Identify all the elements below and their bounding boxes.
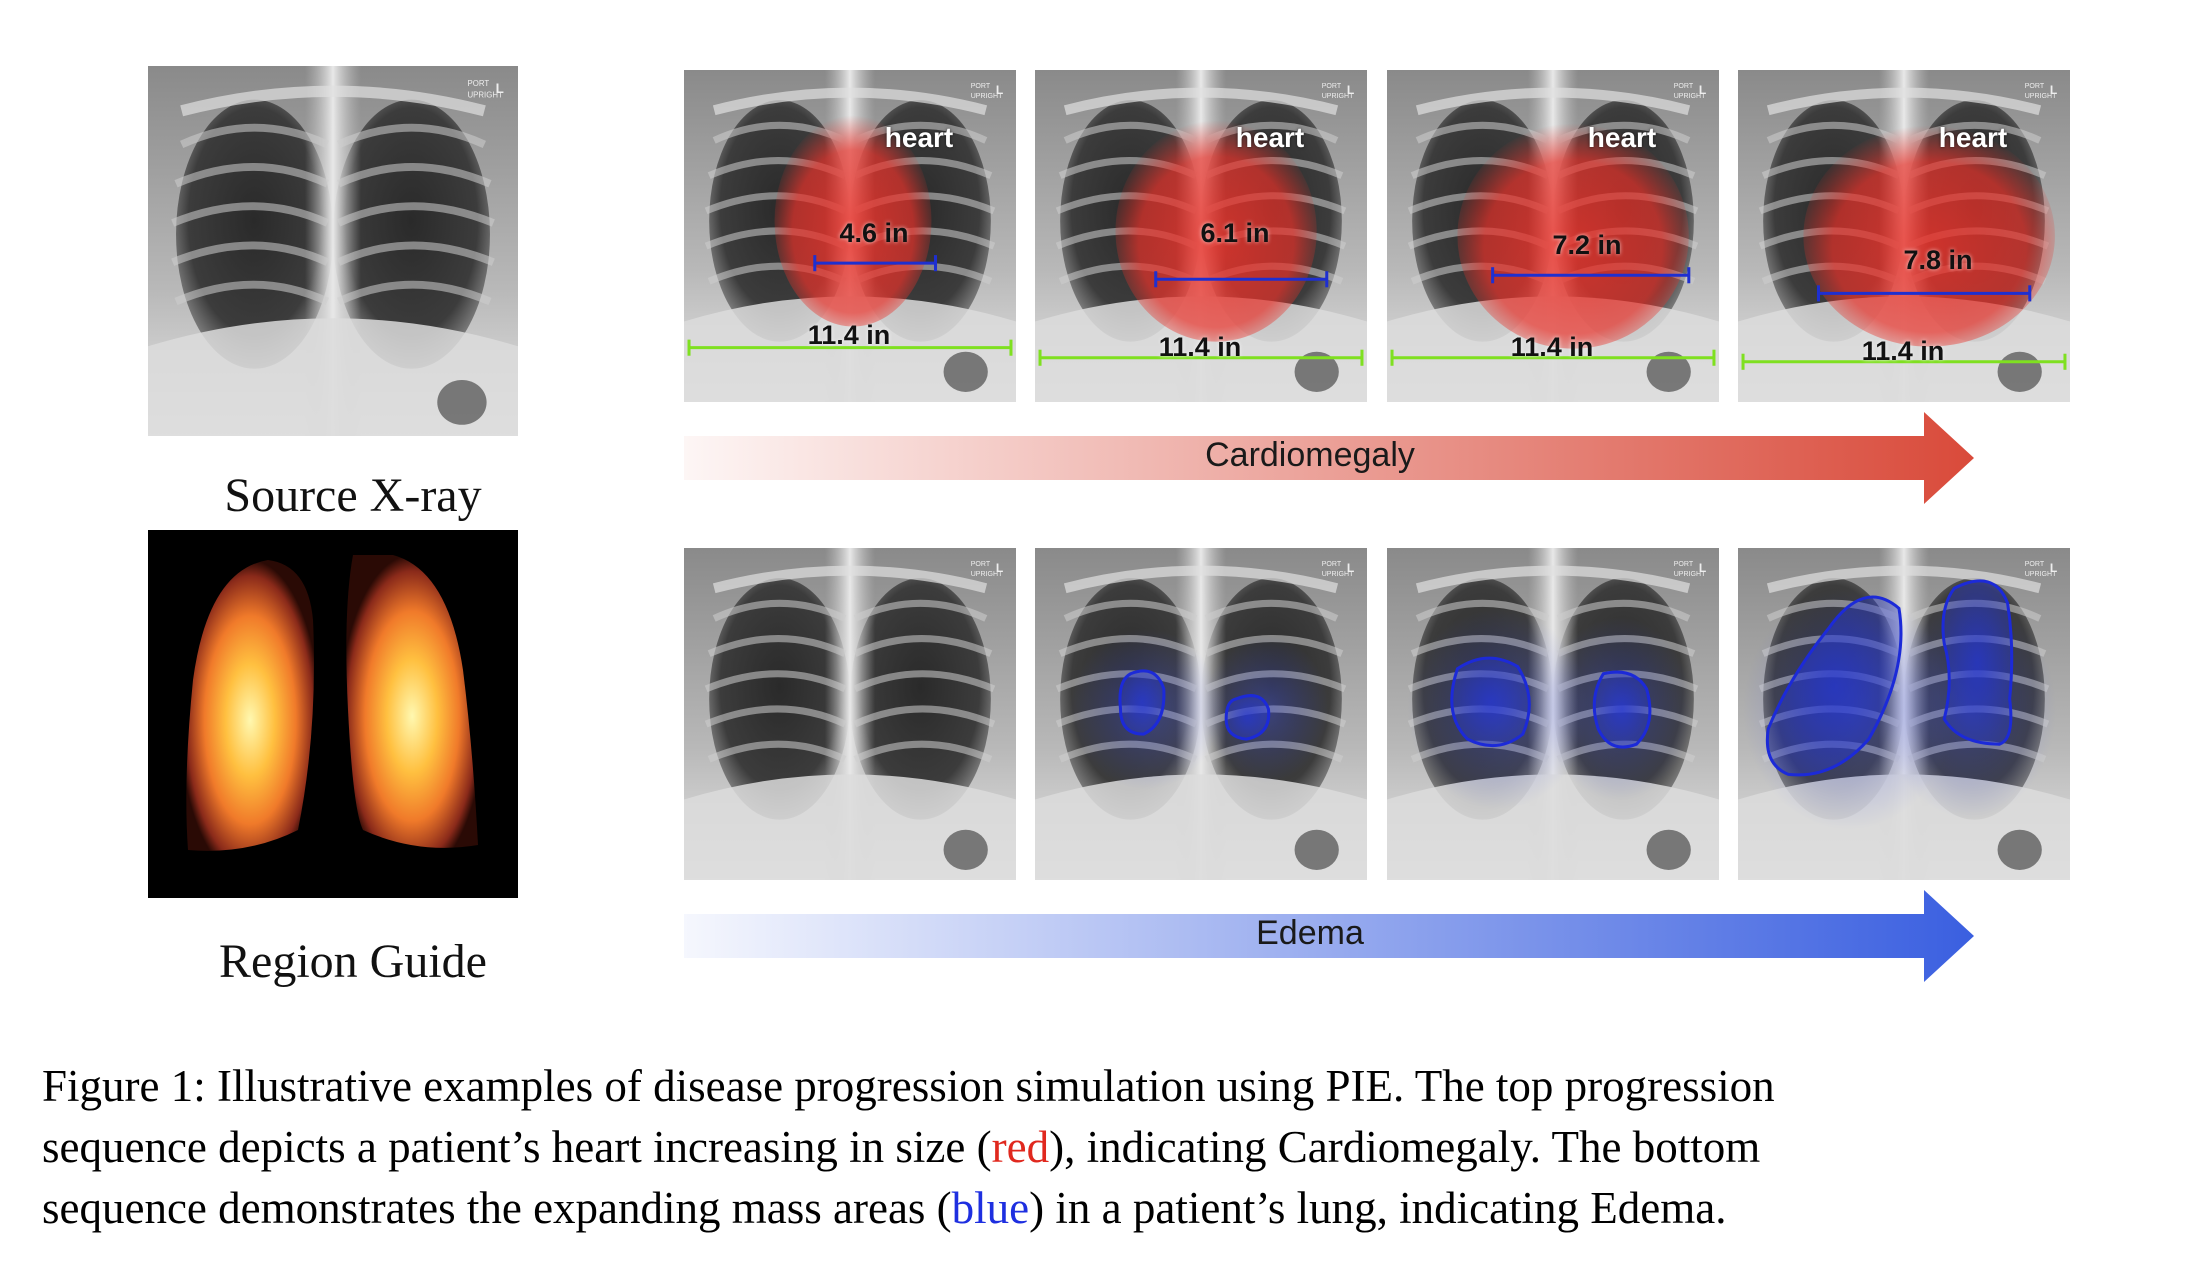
edema-label: Edema xyxy=(1256,914,1364,952)
cardiomegaly-arrow xyxy=(684,412,1974,504)
edema-frame xyxy=(1387,548,1719,880)
heart-region xyxy=(1803,125,2055,347)
chest-width-label: 11.4 in xyxy=(1158,332,1242,362)
edema-mass-outline xyxy=(1592,670,1652,749)
chest-width-bar xyxy=(687,339,1013,356)
heart-label: heart xyxy=(1587,122,1657,153)
caption-text: sequence demonstrates the expanding mass… xyxy=(42,1183,952,1233)
figure-caption: Figure 1: Illustrative examples of disea… xyxy=(42,1056,2182,1239)
caption-line-1: Figure 1: Illustrative examples of disea… xyxy=(42,1061,1775,1111)
heart-region xyxy=(774,115,932,327)
region-guide-image xyxy=(148,530,518,898)
cardiomegaly-frame: heart 7.2 in 11.4 in xyxy=(1387,70,1719,402)
cardiomegaly-frame: heart 7.8 in 11.4 in xyxy=(1738,70,2070,402)
chest-width-bar xyxy=(1390,349,1716,366)
cardiomegaly-label: Cardiomegaly xyxy=(1205,436,1415,474)
caption-line-3: sequence demonstrates the expanding mass… xyxy=(42,1178,2182,1239)
edema-frame xyxy=(1738,548,2070,880)
caption-text: sequence depicts a patient’s heart incre… xyxy=(42,1122,992,1172)
cardiomegaly-frame: heart 4.6 in 11.4 in xyxy=(684,70,1016,402)
heart-width-bar xyxy=(1816,285,2032,302)
caption-line-2: sequence depicts a patient’s heart incre… xyxy=(42,1117,2182,1178)
heart-width-bar xyxy=(1154,271,1329,288)
caption-text: ) in a patient’s lung, indicating Edema. xyxy=(1029,1183,1727,1233)
heart-width-label: 7.8 in xyxy=(1903,245,1973,275)
heart-label: heart xyxy=(1938,122,2008,153)
source-xray-caption: Source X-ray xyxy=(224,469,482,522)
edema-mass-outline xyxy=(1941,579,2014,746)
chest-width-bar xyxy=(1038,349,1364,366)
heart-width-label: 6.1 in xyxy=(1200,218,1270,248)
caption-text: ), indicating Cardiomegaly. The bottom xyxy=(1049,1122,1761,1172)
chest-width-bar xyxy=(1741,353,2067,370)
edema-frame xyxy=(1035,548,1367,880)
heart-width-label: 4.6 in xyxy=(839,218,909,248)
edema-mass-outline xyxy=(1765,595,1903,777)
chest-width-label: 11.4 in xyxy=(1510,332,1594,362)
edema-frame xyxy=(684,548,1016,880)
heart-width-label: 7.2 in xyxy=(1552,230,1622,260)
heart-width-bar xyxy=(813,255,938,272)
edema-mass-outline xyxy=(1224,694,1271,741)
region-guide-caption: Region Guide xyxy=(219,935,487,988)
chest-width-label: 11.4 in xyxy=(807,320,891,350)
edema-mass-outline xyxy=(1450,656,1531,748)
heart-region xyxy=(1457,123,1689,349)
cardiomegaly-frame: heart 6.1 in 11.4 in xyxy=(1035,70,1367,402)
edema-arrow xyxy=(684,890,1974,982)
heart-region xyxy=(1115,120,1317,342)
caption-red-word: red xyxy=(991,1122,1050,1172)
heart-label: heart xyxy=(884,122,954,153)
heart-width-bar xyxy=(1491,267,1691,284)
heart-label: heart xyxy=(1235,122,1305,153)
chest-width-label: 11.4 in xyxy=(1861,336,1945,366)
source-xray-image xyxy=(148,66,518,436)
edema-mass-outline xyxy=(1118,669,1166,736)
caption-blue-word: blue xyxy=(951,1183,1030,1233)
